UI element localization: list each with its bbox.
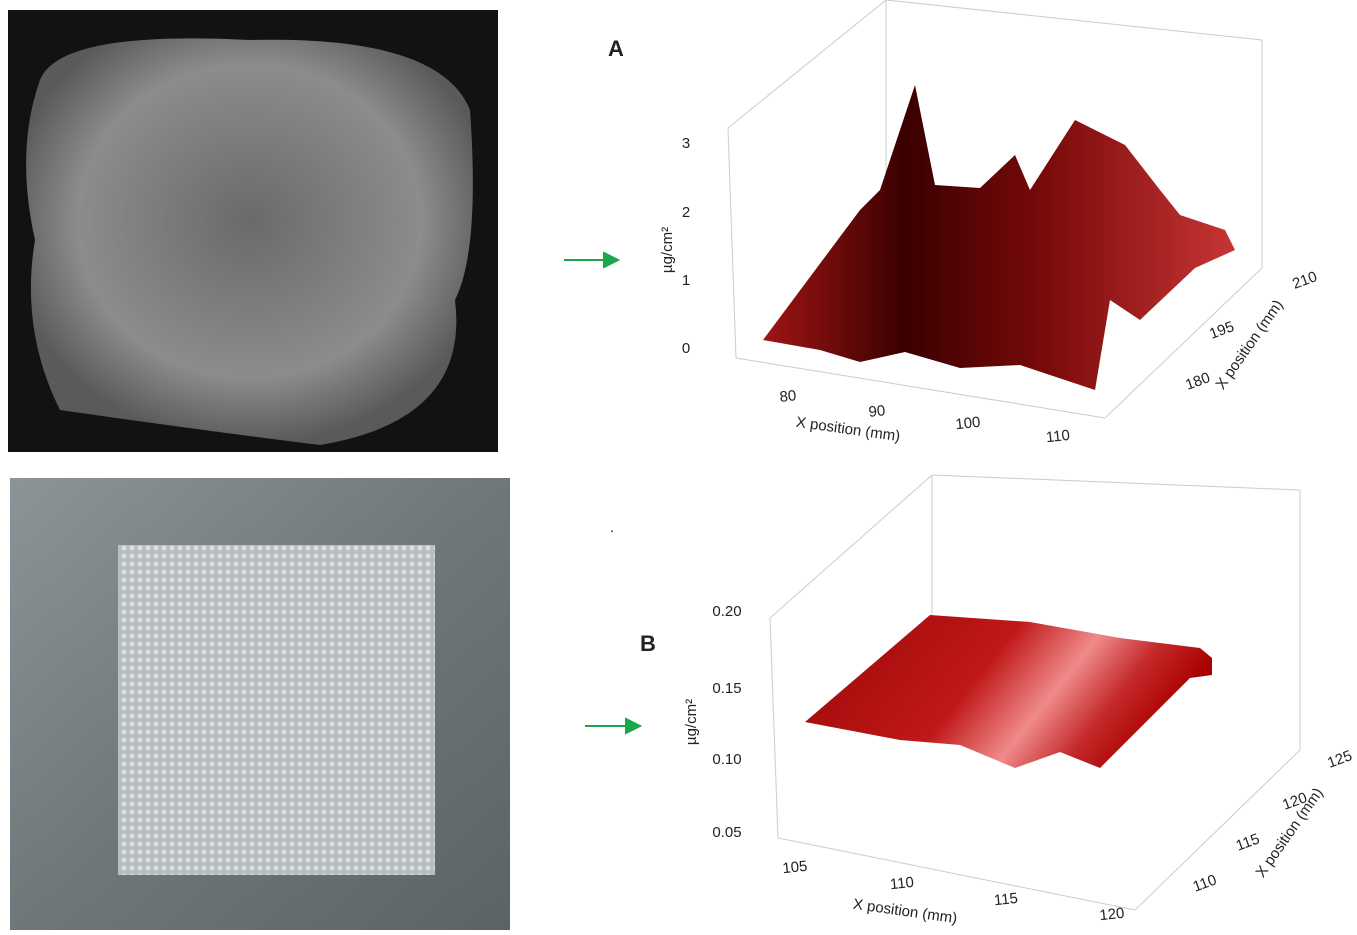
z-axis-label: µg/cm² <box>683 699 700 745</box>
arrow <box>564 253 640 733</box>
panel-label: A <box>608 36 624 61</box>
y-tick-label: 110 <box>1191 871 1219 895</box>
y-axis-label: X position (mm) <box>1212 297 1286 393</box>
panel-label: B <box>640 631 656 656</box>
y-tick-label: 210 <box>1290 268 1319 293</box>
x-axis-label: X position (mm) <box>852 896 958 927</box>
y-tick-label: 180 <box>1183 369 1212 394</box>
z-tick-label: 1 <box>682 272 690 289</box>
figure: . Aµg/cm²32108090100110180195210X positi… <box>0 0 1357 930</box>
z-tick-label: 3 <box>682 135 690 152</box>
photo-b-array <box>118 545 435 875</box>
x-tick-label: 110 <box>889 874 915 893</box>
x-tick-label: 120 <box>1099 905 1126 925</box>
z-tick-label: 0.20 <box>712 603 741 620</box>
surface <box>763 85 1235 390</box>
z-axis-label: µg/cm² <box>659 227 676 273</box>
y-tick-label: 115 <box>1234 830 1262 854</box>
surface <box>805 615 1212 768</box>
x-tick-label: 115 <box>993 890 1019 909</box>
z-tick-label: 0.10 <box>712 751 741 768</box>
z-tick-label: 0.15 <box>712 680 741 697</box>
photo-a-deposit <box>26 38 473 445</box>
x-tick-label: 110 <box>1045 427 1071 446</box>
x-tick-label: 100 <box>955 414 982 434</box>
z-tick-label: 0 <box>682 340 690 357</box>
y-tick-label: 125 <box>1325 747 1354 772</box>
x-tick-label: 80 <box>779 387 797 406</box>
z-tick-label: 0.05 <box>712 824 741 841</box>
x-tick-label: 90 <box>868 402 886 421</box>
y-tick-label: 195 <box>1207 318 1236 343</box>
x-tick-label: 105 <box>782 858 809 878</box>
dot: . <box>610 519 614 536</box>
z-tick-label: 2 <box>682 204 690 221</box>
